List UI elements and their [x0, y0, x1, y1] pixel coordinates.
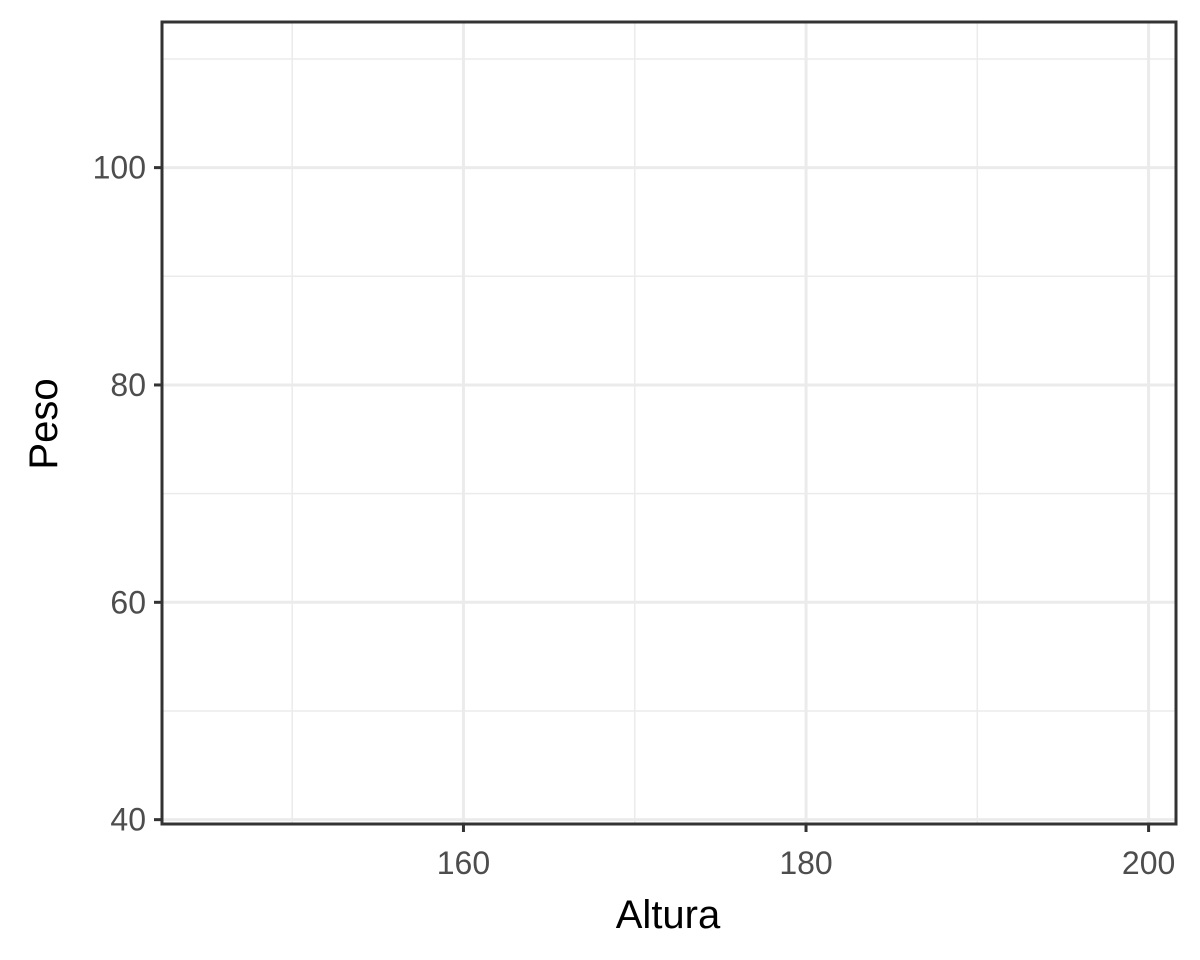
y-tick-label: 60	[110, 584, 146, 620]
x-tick-label: 160	[437, 845, 490, 881]
x-tick-label: 200	[1122, 845, 1175, 881]
x-tick-label: 180	[779, 845, 832, 881]
y-tick-label: 40	[110, 802, 146, 838]
y-axis-tick-labels: 40 60 80 100	[93, 150, 146, 838]
x-axis-title: Altura	[616, 893, 721, 937]
minor-gridlines	[162, 22, 1176, 824]
y-axis-title: Peso	[22, 378, 66, 469]
y-tick-label: 80	[110, 367, 146, 403]
x-axis-tick-labels: 160 180 200	[437, 845, 1176, 881]
y-tick-label: 100	[93, 150, 146, 186]
plot-panel	[160, 20, 1178, 826]
major-gridlines	[162, 22, 1176, 824]
axis-ticks	[154, 166, 1151, 832]
